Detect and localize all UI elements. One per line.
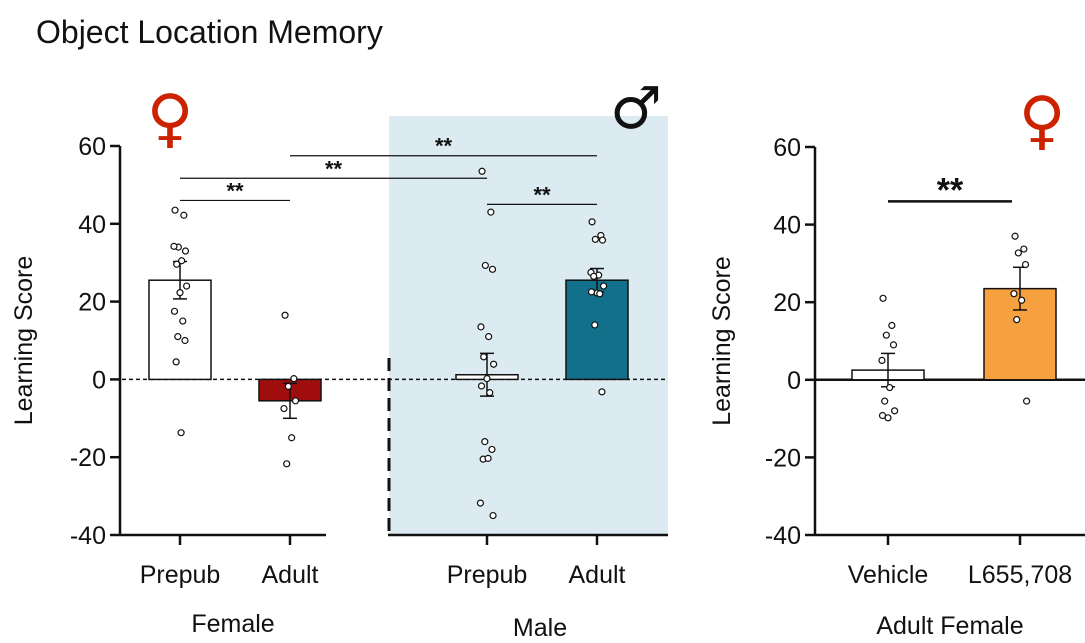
x-tick-label: Adult [569,561,626,589]
data-point [1014,249,1022,257]
data-point [483,375,491,383]
significance-label: ** [435,134,453,159]
data-point [290,375,298,383]
data-point [281,311,289,319]
y-tick-label: 40 [773,212,801,240]
y-tick-label: 60 [773,134,801,162]
data-point [590,272,598,280]
data-point [1020,245,1028,253]
significance-label: ** [533,182,551,207]
x-tick-label: Adult [262,561,319,589]
data-point [1022,397,1031,405]
data-point [170,307,179,315]
data-point [181,336,189,345]
female-symbol: ♀ [147,82,194,156]
figure-title: Object Location Memory [36,14,383,50]
data-point [280,404,288,413]
y-tick-label: 20 [773,289,801,317]
data-point [177,429,185,437]
x-axis-label: Adult Female [876,612,1023,640]
y-tick-label: 40 [78,211,106,239]
data-point [587,288,596,296]
data-point [284,382,292,391]
data-point [1013,316,1021,324]
data-point [1011,232,1019,240]
y-tick-label: 20 [78,289,106,317]
y-tick-label: 60 [78,133,106,161]
significance-label: ** [226,178,244,203]
data-point [890,407,899,415]
data-point [881,397,889,405]
data-point [488,445,496,454]
data-point [596,290,604,298]
y-tick-label: -40 [765,522,801,550]
y-axis-label: Learning Score [10,256,38,426]
significance-label: ** [325,156,343,181]
data-point [484,454,492,462]
data-point [481,261,489,270]
data-point [886,383,894,392]
data-point [599,282,608,290]
y-tick-label: -20 [765,444,801,472]
data-point [172,358,180,366]
data-point [477,382,486,390]
data-point [481,438,489,446]
data-point [1018,296,1026,304]
data-point [878,356,886,364]
y-tick-label: -40 [70,522,106,550]
data-point [487,208,495,216]
data-point [480,353,488,361]
data-point [171,206,179,214]
data-point [176,289,184,297]
data-point [588,218,596,226]
x-tick-label: Prepub [140,561,221,589]
x-tick-label: L655,708 [968,561,1072,589]
data-point [288,434,296,442]
right-panel: -40 -20 0 20 40 60 Learning Score Vehicle L655,7… [708,84,1085,640]
data-point [283,460,291,468]
data-point [170,242,178,250]
data-point [591,235,599,243]
x-tick-label: Vehicle [848,561,929,589]
data-point [181,247,190,255]
left-panel: -40 -20 0 20 40 60 Learning Score Prepub Adult Pr… [10,74,668,642]
data-point [488,265,497,273]
data-point [598,236,607,244]
data-point [478,167,486,175]
data-point [489,511,497,520]
data-point [179,317,187,325]
data-point [1010,290,1018,298]
y-tick-label: -20 [70,444,106,472]
data-point [490,360,498,368]
data-point [598,388,606,396]
x-tick-label: Prepub [447,561,528,589]
bar [148,279,212,381]
data-point [291,397,300,405]
data-point [1021,260,1030,269]
data-point [477,323,485,331]
data-point [879,294,887,302]
data-point [173,260,181,268]
male-symbol: ♂ [610,74,662,142]
data-point [888,321,896,330]
data-point [178,257,186,265]
data-point [174,333,182,341]
group-label-female: Female [191,610,274,638]
data-point [882,331,890,339]
female-symbol-right: ♀ [1019,84,1066,158]
y-tick-label: 0 [787,367,801,395]
significance-label: ** [937,171,964,209]
data-point [183,282,191,290]
y-tick-label: 0 [92,366,106,394]
data-point [878,411,887,420]
data-point [485,333,493,341]
data-point [889,341,898,349]
data-point [180,211,188,219]
group-label-male: Male [513,614,567,642]
data-point [486,389,494,397]
data-point [591,321,599,329]
data-point [476,499,484,507]
y-axis-label: Learning Score [708,256,736,426]
